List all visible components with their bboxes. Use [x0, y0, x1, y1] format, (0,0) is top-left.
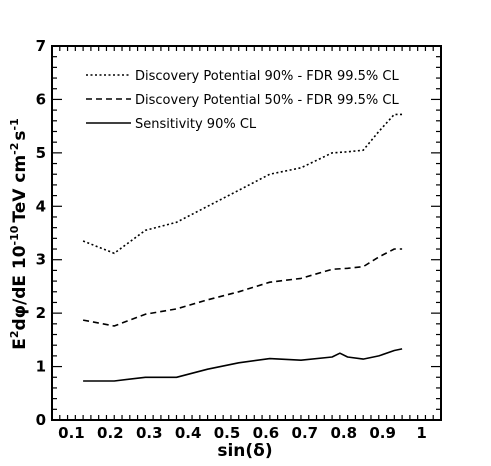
x-tick-label: 0.8 — [330, 424, 357, 442]
y-tick-label: 5 — [36, 144, 46, 162]
x-tick-label: 0.6 — [253, 424, 280, 442]
x-tick-label: 0.4 — [175, 424, 202, 442]
series-lines — [82, 113, 403, 382]
legend-label-1: Discovery Potential 50% - FDR 99.5% CL — [135, 93, 399, 108]
y-tick-label: 4 — [36, 197, 46, 215]
series-line-2 — [83, 348, 403, 382]
x-tick-label: 0.2 — [97, 424, 124, 442]
y-tick-label: 3 — [36, 251, 46, 269]
x-tick-label: 1 — [416, 424, 426, 442]
axis-ticks: 0.1 0.2 0.3 0.4 0.5 0.6 0.7 0.8 0.9 1 0 1 2 3 4 5 6 7 — [36, 37, 442, 442]
y-axis-title-exp1: 2 — [8, 330, 21, 338]
y-axis-title-prefix: E — [10, 338, 30, 350]
y-tick-label: 1 — [36, 358, 46, 376]
y-axis-title-exp4: -1 — [8, 118, 21, 130]
y-tick-label: 6 — [36, 90, 46, 108]
legend-label-0: Discovery Potential 90% - FDR 99.5% CL — [135, 69, 399, 84]
series-line-1 — [82, 248, 403, 327]
y-axis-title-s: s — [10, 130, 30, 140]
x-tick-label: 0.5 — [214, 424, 241, 442]
x-tick-label: 0.9 — [369, 424, 396, 442]
x-tick-label: 0.3 — [136, 424, 163, 442]
x-axis-title: sin(δ) — [217, 441, 272, 461]
x-tick-label: 0.7 — [292, 424, 319, 442]
y-tick-label: 0 — [36, 411, 46, 429]
series-line-0 — [82, 113, 403, 255]
legend-label-2: Sensitivity 90% CL — [135, 117, 257, 132]
y-tick-label: 7 — [36, 37, 46, 55]
y-axis-title: E2dφ/dE 10-10 TeV cm-2 s-1 — [8, 118, 30, 350]
y-tick-label: 2 — [36, 304, 46, 322]
legend: Discovery Potential 90% - FDR 99.5% CL Di… — [86, 69, 399, 132]
y-axis-title-exp2: -10 — [8, 225, 21, 245]
y-axis-title-units: TeV cm — [10, 155, 30, 223]
y-axis-title-middle: dφ/dE 10 — [10, 245, 30, 330]
x-tick-label: 0.1 — [58, 424, 85, 442]
y-axis-title-exp3: -2 — [8, 143, 21, 155]
